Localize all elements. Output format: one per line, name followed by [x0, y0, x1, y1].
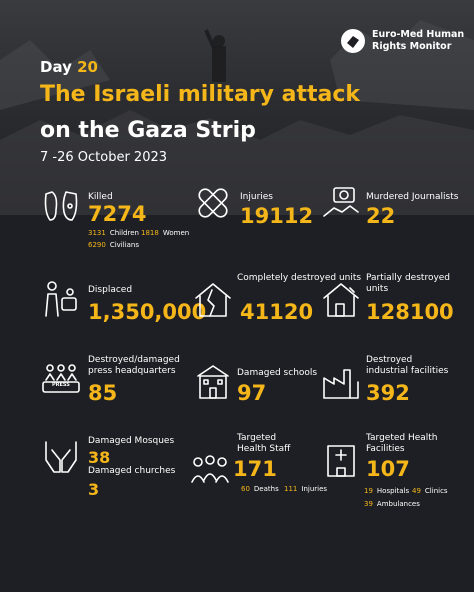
mosques-label: Damaged Mosques [88, 436, 175, 446]
killed-civilians: 6290 Civilians [88, 241, 140, 249]
rubble-background [0, 20, 474, 215]
title-line1: The Israeli military attack [40, 82, 361, 107]
praying-hands-icon [45, 441, 77, 473]
press-protest-icon [42, 364, 80, 393]
damaged-house-icon [323, 283, 359, 317]
mosques-value: 38 [88, 448, 111, 467]
industrial-value: 392 [366, 381, 410, 405]
day-label: Day 20 [40, 58, 98, 76]
churches-label: Damaged churches [88, 466, 176, 476]
schools-value: 97 [237, 381, 267, 405]
killed-children: 3131 Children [88, 229, 139, 237]
injuries-value: 19112 [240, 204, 314, 228]
press-label: Destroyed/damaged press headquarters [88, 355, 180, 376]
brand-logo: Euro-Med Human Rights Monitor [340, 28, 464, 54]
brand-hand-icon [341, 29, 365, 53]
killed-value: 7274 [88, 202, 147, 226]
destroyed-units-value: 41120 [240, 300, 314, 324]
facilities-clinics: 49 Clinics [412, 487, 448, 495]
health-staff-icon [191, 455, 229, 483]
date-range: 7 -26 October 2023 [40, 150, 168, 165]
killed-women: 1818 Women [141, 229, 190, 237]
title-line2: on the Gaza Strip [40, 118, 256, 143]
destroyed-house-icon [195, 283, 231, 317]
schools-label: Damaged schools [237, 368, 318, 378]
hero-photo [0, 0, 474, 215]
staff-label: Targeted Health Staff [237, 433, 291, 454]
facilities-label: Targeted Health Facilities [366, 433, 438, 454]
facilities-hospitals: 19 Hospitals [364, 487, 410, 495]
industrial-label: Destroyed industrial facilities [366, 355, 449, 376]
day-number: 20 [77, 58, 98, 76]
displaced-label: Displaced [88, 285, 133, 295]
press-sign-text: PRESS [52, 382, 70, 388]
killed-label: Killed [88, 192, 113, 202]
journalist-icon [323, 187, 359, 217]
partial-units-label: Partially destroyed units [366, 273, 451, 294]
displaced-family-icon [45, 281, 77, 317]
school-icon [197, 365, 229, 399]
churches-value: 3 [88, 480, 100, 499]
staff-value: 171 [233, 457, 277, 481]
feet-icon [44, 191, 78, 221]
injuries-label: Injuries [240, 192, 273, 202]
journalists-label: Murdered Journalists [366, 192, 459, 202]
staff-injuries: 111 Injuries [284, 485, 328, 493]
brand-line1: Euro-Med Human [372, 29, 465, 40]
press-value: 85 [88, 381, 118, 405]
destroyed-units-label: Completely destroyed units [237, 273, 362, 283]
brand-line2: Rights Monitor [372, 41, 452, 52]
journalists-value: 22 [366, 204, 396, 228]
factory-icon [323, 369, 359, 399]
hospital-icon [327, 445, 355, 477]
bandage-icon [198, 188, 228, 218]
staff-deaths: 60 Deaths [241, 485, 279, 493]
partial-units-value: 128100 [366, 300, 454, 324]
facilities-value: 107 [366, 457, 410, 481]
displaced-value: 1,350,000 [88, 300, 207, 324]
facilities-ambulances: 39 Ambulances [364, 500, 420, 508]
